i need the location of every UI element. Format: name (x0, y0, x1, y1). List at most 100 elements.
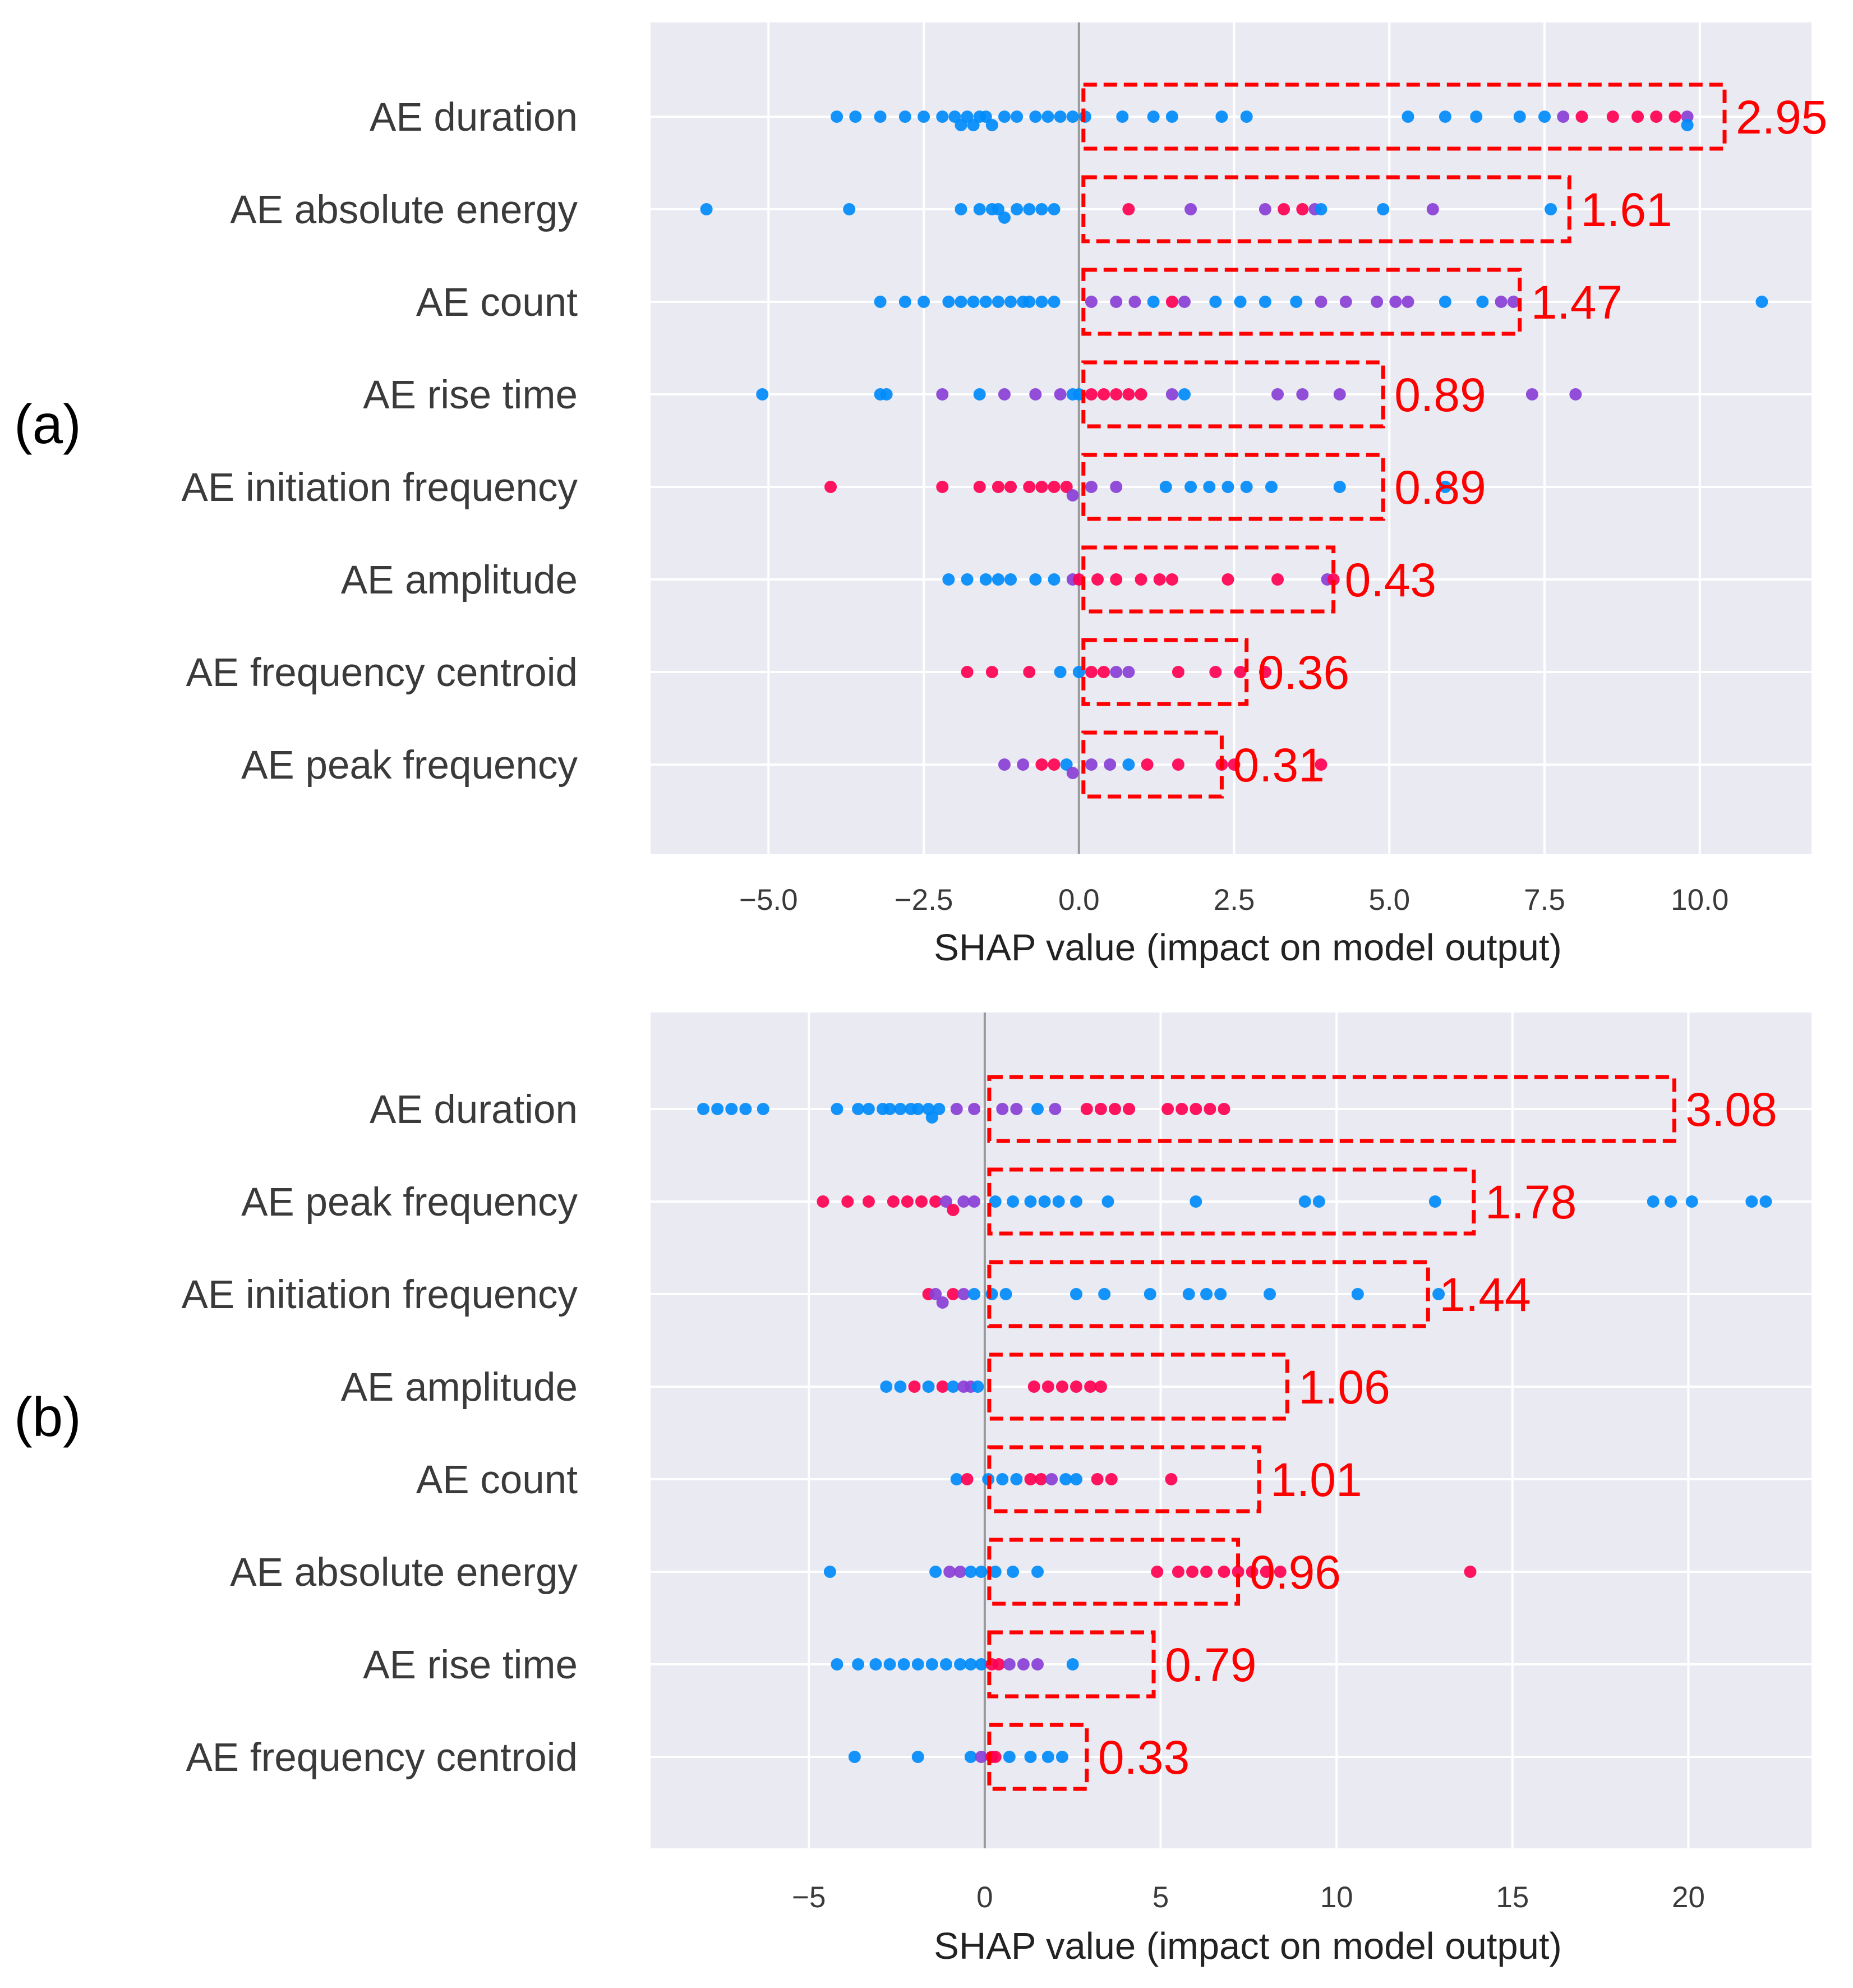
shap-point (947, 1288, 960, 1300)
shap-point (929, 1288, 942, 1300)
feature-label: AE peak frequency (241, 743, 578, 788)
shap-point (874, 111, 887, 123)
shap-point (1010, 1103, 1023, 1115)
importance-box (1081, 730, 1224, 799)
shap-point (1165, 111, 1178, 123)
shap-point (725, 1103, 738, 1115)
feature-row: AE absolute energy 1.61 (230, 175, 1672, 243)
shap-point (849, 111, 862, 123)
shap-point (1041, 111, 1054, 123)
shap-point (929, 1566, 942, 1578)
shap-point (1470, 111, 1483, 123)
shap-point (852, 1658, 865, 1671)
shap-point (1060, 481, 1073, 493)
x-tick-label: −5.0 (739, 883, 798, 917)
feature-row: AE frequency centroid 0.33 (186, 1723, 1190, 1791)
shap-point (711, 1103, 724, 1115)
x-tick-label: 7.5 (1524, 883, 1565, 917)
shap-point (1110, 481, 1123, 493)
shap-point (925, 1658, 938, 1671)
shap-point (925, 1111, 938, 1124)
shap-point (999, 1288, 1012, 1300)
shap-point (869, 1658, 882, 1671)
feature-label: AE initiation frequency (182, 1273, 578, 1317)
shap-point (1215, 111, 1228, 123)
x-tick-label: 20 (1672, 1881, 1705, 1914)
shap-point (1122, 758, 1135, 771)
importance-box (1081, 82, 1727, 151)
shap-point (939, 1658, 952, 1671)
shap-point (1278, 203, 1290, 215)
shap-point (1759, 1195, 1772, 1208)
shap-point (961, 573, 974, 586)
shap-point (989, 1195, 1002, 1208)
shap-point (756, 388, 769, 401)
shap-point (1123, 1103, 1136, 1115)
shap-point (936, 481, 949, 493)
shap-point (1182, 1288, 1195, 1300)
shap-point (824, 481, 837, 493)
shap-point (1144, 1288, 1156, 1300)
shap-point (992, 573, 1004, 586)
shap-point (1371, 296, 1384, 308)
shap-point (1312, 1195, 1325, 1208)
shap-point (1439, 481, 1451, 493)
shap-point (1271, 573, 1284, 586)
feature-label: AE initiation frequency (182, 466, 578, 510)
importance-value: 0.43 (1345, 554, 1437, 606)
shap-point (1048, 296, 1061, 308)
shap-point (998, 758, 1011, 771)
shap-point (992, 203, 1004, 215)
shap-point (874, 296, 887, 308)
shap-point (1011, 203, 1024, 215)
shap-point (1031, 1103, 1044, 1115)
shap-point (964, 1566, 977, 1578)
shap-point (1023, 203, 1036, 215)
shap-point (968, 1288, 981, 1300)
x-tick-label: −2.5 (895, 883, 953, 917)
feature-label: AE peak frequency (241, 1180, 578, 1225)
shap-point (1024, 1751, 1037, 1763)
shap-point (1116, 111, 1129, 123)
shap-point (1023, 481, 1036, 493)
panel-b: −5 0 5 10 15 20 SHAP value (impact on model ou… (14, 1013, 1811, 1967)
shap-point (1110, 666, 1123, 678)
shap-point (862, 1103, 875, 1115)
shap-point (922, 1380, 935, 1393)
panel-label: (a) (14, 393, 81, 455)
shap-point (1023, 296, 1036, 308)
shap-point (1377, 203, 1390, 215)
shap-point (973, 203, 986, 215)
shap-point (985, 119, 998, 131)
shap-point (1264, 1288, 1276, 1300)
shap-point (1296, 203, 1309, 215)
shap-point (1035, 203, 1048, 215)
shap-point (950, 1103, 963, 1115)
feature-row: AE peak frequency 1.78 (241, 1167, 1772, 1236)
feature-row: AE count 1.01 (416, 1445, 1362, 1513)
shap-point (1606, 111, 1619, 123)
shap-point (1204, 1103, 1216, 1115)
shap-point (1545, 203, 1557, 215)
shap-point (1007, 1195, 1020, 1208)
shap-point (1165, 296, 1178, 308)
x-tick-label: 5.0 (1368, 883, 1410, 917)
shap-point (955, 203, 967, 215)
importance-box (987, 1075, 1676, 1143)
shap-point (973, 388, 986, 401)
shap-point (933, 1103, 946, 1115)
shap-point (1038, 1195, 1051, 1208)
shap-point (1165, 388, 1178, 401)
importance-value: 3.08 (1685, 1083, 1777, 1136)
shap-point (1240, 481, 1253, 493)
shap-point (1066, 111, 1079, 123)
feature-label: AE rise time (363, 373, 578, 417)
shap-point (901, 1195, 914, 1208)
shap-point (1023, 666, 1036, 678)
shap-point (955, 119, 967, 131)
importance-box (987, 1445, 1261, 1513)
shap-point (823, 1566, 836, 1578)
shap-point (1035, 481, 1048, 493)
shap-point (954, 1566, 966, 1578)
shap-point (967, 296, 980, 308)
